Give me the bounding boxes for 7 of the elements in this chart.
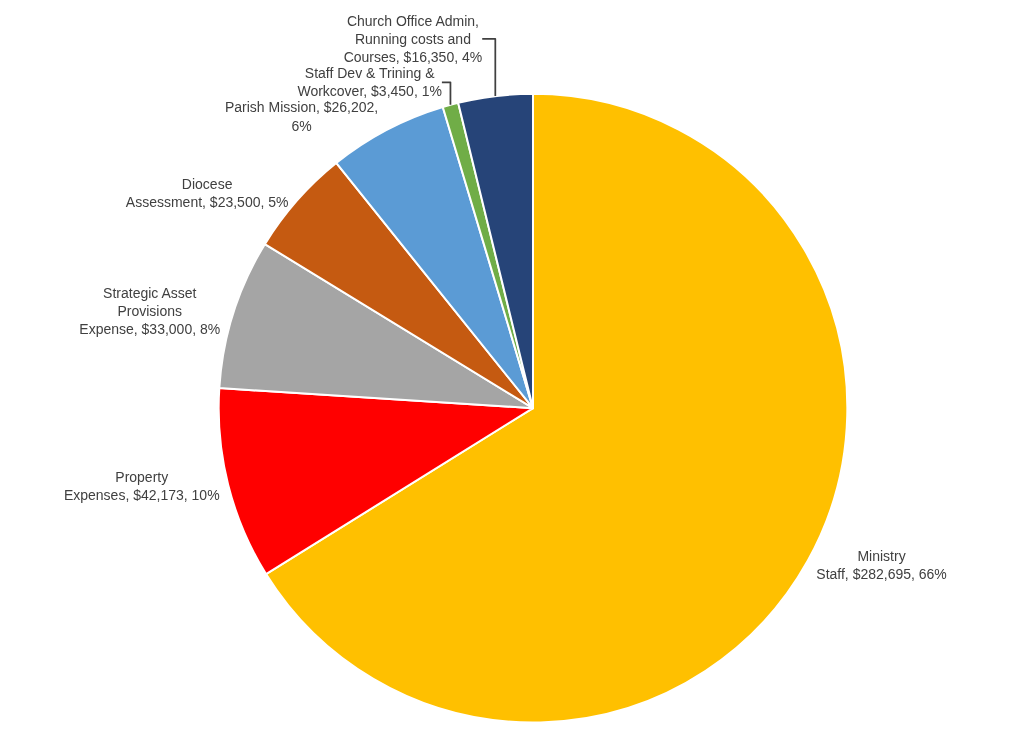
slice-label: Strategic Asset Provisions Expense, $33,000, 8%	[79, 284, 221, 338]
slice-label: Property Expenses, $42,173, 10%	[63, 468, 220, 503]
slice-label: Church Office Admin, Running costs and Courses, $16,350, 4%	[343, 12, 483, 66]
slice-label: Staff Dev & Trining & Workcover, $3,450, 1%	[297, 65, 442, 100]
slice-label: Ministry Staff, $282,695, 66%	[816, 547, 947, 582]
slice-label: Parish Mission, $26,202, 6%	[224, 99, 379, 134]
slice-label: Diocese Assessment, $23,500, 5%	[125, 175, 289, 211]
